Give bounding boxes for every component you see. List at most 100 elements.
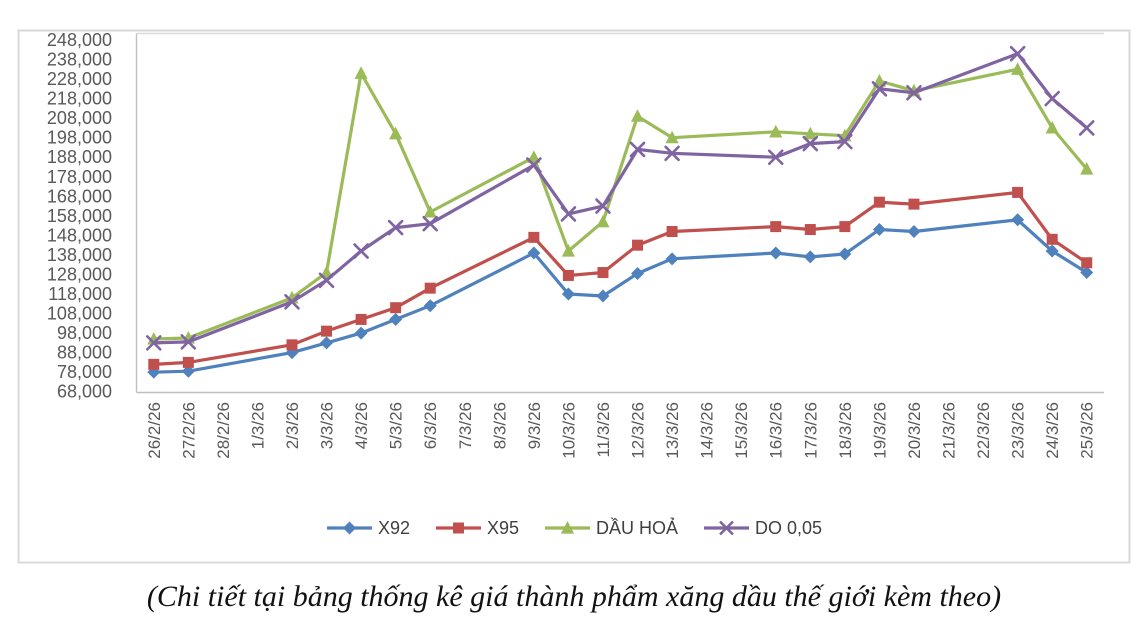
marker-x95	[873, 196, 885, 208]
x-axis-label: 21/3/26	[940, 402, 959, 459]
marker-do-0-05	[1078, 120, 1095, 136]
marker-x92	[423, 299, 437, 313]
legend-label-dau-hoa: DẦU HOẢ	[596, 517, 679, 538]
marker-dau-hoa	[354, 66, 368, 79]
marker-x92	[181, 364, 195, 378]
x-axis-label: 25/3/26	[1078, 402, 1097, 459]
legend-item-dau-hoa: DẦU HOẢ	[544, 518, 678, 539]
y-axis-label: 78,000	[57, 362, 112, 382]
marker-x95	[321, 325, 333, 337]
y-axis-label: 228,000	[47, 69, 112, 89]
x-axis-label: 24/3/26	[1043, 402, 1062, 459]
marker-x92	[320, 336, 334, 350]
series-line-x95	[152, 190, 1089, 366]
y-axis-label: 128,000	[47, 264, 112, 284]
y-axis-label: 238,000	[47, 50, 112, 70]
marker-dau-hoa	[319, 265, 334, 279]
marker-x95	[1081, 257, 1093, 269]
x-axis-label: 7/3/26	[456, 402, 475, 449]
x-axis-label: 22/3/26	[974, 402, 993, 459]
marker-do-0-05	[802, 135, 819, 152]
marker-dau-hoa	[630, 109, 645, 122]
x-axis-label: 28/2/26	[214, 402, 233, 459]
y-axis-label: 68,000	[57, 382, 112, 402]
marker-do-0-05	[1044, 90, 1060, 107]
legend-item-x95: X95	[435, 518, 519, 539]
marker-x95	[804, 224, 816, 236]
x-axis-label: 6/3/26	[421, 402, 440, 449]
legend-label-do-0-05: DO 0,05	[755, 517, 823, 538]
y-axis-label: 218,000	[47, 89, 112, 109]
x-axis-label: 4/3/26	[352, 402, 371, 449]
marker-x95	[355, 313, 367, 325]
x-axis-label: 15/3/26	[732, 402, 751, 459]
marker-dau-hoa	[423, 204, 437, 218]
marker-x92	[596, 289, 610, 303]
x-axis-label: 27/2/26	[179, 402, 198, 459]
y-axis-label: 108,000	[47, 304, 112, 324]
marker-dau-hoa	[665, 130, 679, 144]
x-axis-label: 9/3/26	[525, 402, 544, 449]
marker-x92	[872, 223, 886, 237]
marker-x92	[389, 312, 403, 326]
marker-x95	[908, 198, 920, 210]
marker-x92	[769, 246, 783, 260]
marker-x92	[631, 267, 645, 281]
marker-do-0-05	[353, 243, 369, 259]
legend-marker-x95-icon	[435, 522, 481, 534]
legend-marker-x92-icon	[326, 521, 372, 535]
x-axis-label: 5/3/26	[387, 402, 406, 449]
marker-x95	[562, 269, 574, 281]
y-axis-label: 88,000	[57, 343, 112, 363]
y-axis-label: 178,000	[47, 167, 112, 187]
x-axis-label: 17/3/26	[801, 402, 820, 459]
marker-x95	[632, 239, 644, 251]
legend-label-x95: X95	[486, 517, 519, 538]
x-axis-label: 26/2/26	[145, 402, 164, 459]
marker-x92	[1011, 213, 1025, 227]
marker-do-0-05	[629, 141, 646, 158]
marker-dau-hoa	[561, 244, 576, 257]
y-axis-label: 248,000	[47, 30, 112, 50]
marker-x95	[1046, 233, 1058, 245]
marker-do-0-05	[595, 198, 611, 214]
y-axis-label: 148,000	[47, 225, 112, 245]
marker-dau-hoa	[1080, 161, 1094, 175]
marker-x95	[424, 282, 436, 294]
marker-do-0-05	[526, 157, 542, 173]
marker-x95	[666, 225, 678, 237]
x-axis-label: 2/3/26	[283, 402, 302, 449]
marker-x92	[527, 246, 541, 260]
x-axis-label: 13/3/26	[663, 402, 682, 459]
marker-dau-hoa	[872, 74, 887, 87]
legend-item-do-0-05: DO 0,05	[703, 518, 822, 539]
marker-do-0-05	[906, 84, 922, 101]
y-axis-label: 138,000	[47, 245, 112, 265]
x-axis-label: 14/3/26	[698, 402, 717, 459]
marker-do-0-05	[664, 145, 680, 162]
marker-dau-hoa	[1011, 62, 1025, 75]
x-axis-label: 23/3/26	[1009, 402, 1028, 459]
marker-x95	[286, 339, 298, 351]
marker-x95	[182, 356, 194, 368]
marker-x95	[1012, 186, 1024, 198]
marker-x95	[839, 221, 851, 233]
marker-x92	[561, 287, 575, 301]
marker-do-0-05	[767, 149, 784, 166]
y-axis-label: 158,000	[47, 206, 112, 226]
marker-x95	[597, 267, 609, 279]
marker-x92	[1080, 266, 1094, 280]
marker-x95	[390, 302, 402, 314]
legend-marker-dau-hoa-icon	[545, 521, 590, 534]
x-axis-label: 10/3/26	[559, 402, 578, 459]
marker-x95	[528, 231, 540, 243]
y-axis-label: 188,000	[47, 147, 112, 167]
marker-do-0-05	[560, 206, 577, 222]
y-axis-label: 208,000	[47, 108, 112, 128]
marker-x95	[148, 358, 160, 370]
marker-x92	[354, 326, 368, 340]
marker-do-0-05	[284, 294, 300, 310]
marker-do-0-05	[837, 133, 853, 150]
legend-label-x92: X92	[377, 517, 410, 538]
